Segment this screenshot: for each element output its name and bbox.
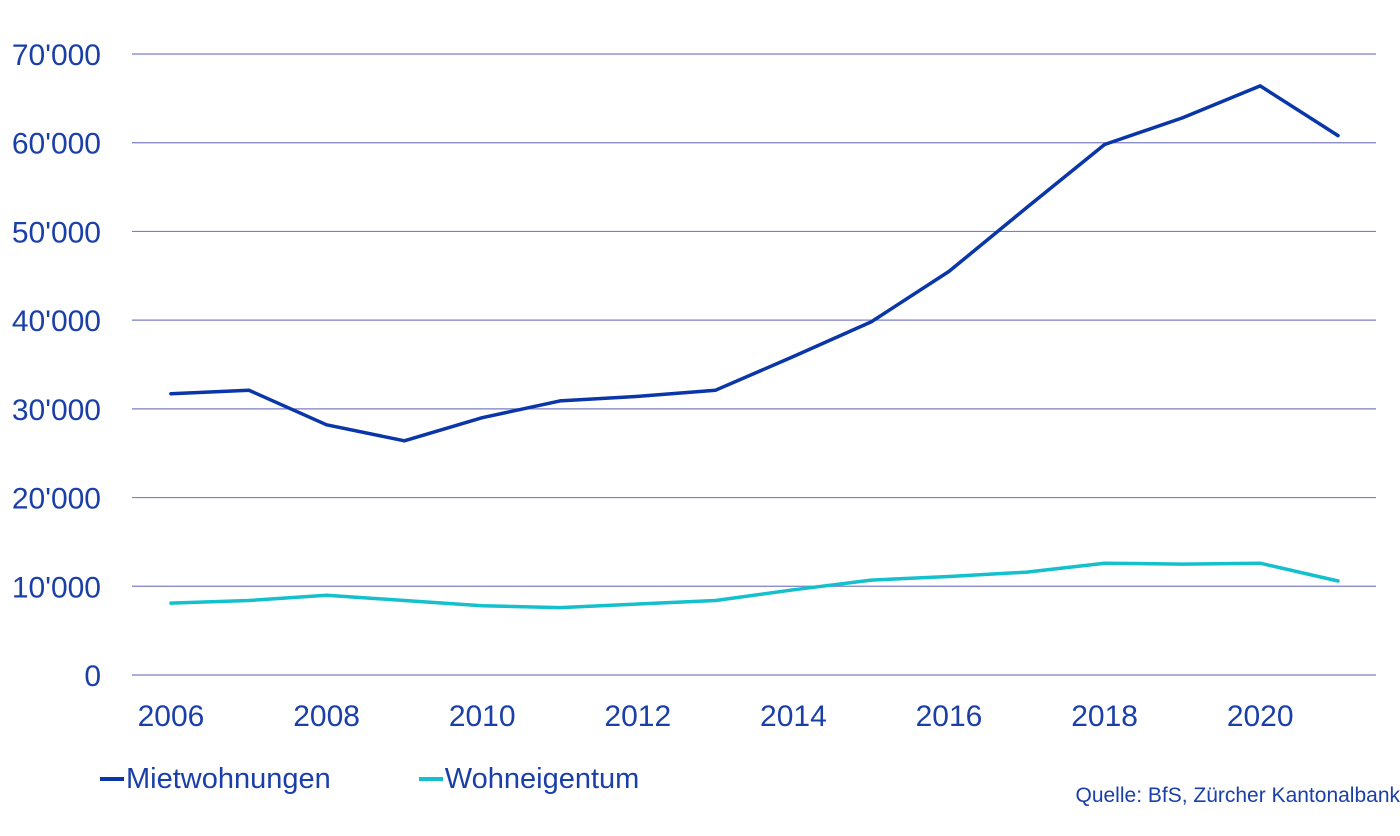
legend-item-wohneigentum: Wohneigentum	[418, 762, 640, 796]
series-line-mietwohnungen	[169, 84, 1340, 443]
data-point-wohneigentum	[714, 598, 718, 603]
data-series	[169, 84, 1340, 610]
data-point-wohneigentum	[480, 604, 484, 608]
data-point-wohneigentum	[325, 593, 329, 597]
data-point-mietwohnungen	[480, 416, 484, 420]
data-point-mietwohnungen	[869, 320, 873, 324]
source-note: Quelle: BfS, Zürcher Kantonalbank	[1075, 784, 1400, 807]
data-point-mietwohnungen	[1103, 142, 1107, 147]
data-point-mietwohnungen	[636, 394, 640, 399]
data-point-mietwohnungen	[558, 399, 562, 403]
data-point-mietwohnungen	[247, 388, 251, 392]
data-point-wohneigentum	[169, 601, 173, 605]
data-point-wohneigentum	[402, 598, 406, 603]
legend-label-wohneigentum: Wohneigentum	[444, 762, 640, 795]
data-point-wohneigentum	[247, 598, 251, 603]
x-tick-label: 2012	[604, 700, 671, 733]
data-point-mietwohnungen	[947, 269, 951, 273]
x-tick-label: 2010	[449, 700, 516, 733]
data-point-mietwohnungen	[791, 354, 796, 359]
x-tick-label: 2020	[1227, 700, 1294, 733]
legend: Mietwohnungen Wohneigentum	[100, 756, 727, 802]
y-tick-label: 70'000	[12, 39, 101, 72]
data-point-wohneigentum	[791, 588, 796, 592]
y-axis-tick-labels: 0 10'000 20'000 30'000 40'000 50'000 60'000 70'…	[12, 39, 101, 693]
data-point-wohneigentum	[947, 574, 951, 579]
legend-swatch-mietwohnungen	[100, 777, 124, 781]
legend-label-mietwohnungen: Mietwohnungen	[126, 762, 331, 795]
x-tick-label: 2006	[138, 700, 205, 733]
data-point-wohneigentum	[869, 578, 873, 582]
x-tick-label: 2014	[760, 700, 827, 733]
data-point-wohneigentum	[636, 602, 640, 606]
data-point-wohneigentum	[1103, 561, 1107, 565]
data-point-mietwohnungen	[1258, 84, 1262, 88]
data-point-mietwohnungen	[1025, 205, 1029, 210]
data-point-mietwohnungen	[1180, 116, 1184, 120]
data-point-mietwohnungen	[169, 392, 173, 396]
data-point-wohneigentum	[1336, 579, 1340, 583]
legend-item-mietwohnungen: Mietwohnungen	[100, 763, 331, 796]
y-tick-label: 40'000	[12, 305, 101, 338]
y-tick-label: 0	[84, 660, 101, 693]
x-tick-label: 2008	[293, 700, 360, 733]
data-point-mietwohnungen	[714, 388, 718, 392]
data-point-wohneigentum	[1180, 562, 1184, 566]
data-point-mietwohnungen	[1336, 134, 1340, 138]
grid-lines	[132, 53, 1376, 676]
data-point-wohneigentum	[1258, 561, 1262, 565]
y-tick-label: 60'000	[12, 128, 101, 161]
data-point-mietwohnungen	[325, 423, 329, 427]
y-tick-label: 30'000	[12, 394, 101, 427]
series-line-wohneigentum	[169, 561, 1340, 610]
y-tick-label: 10'000	[12, 571, 101, 604]
y-tick-label: 20'000	[12, 483, 101, 516]
x-axis-tick-labels: 2006 2008 2010 2012 2014 2016 2018 2020	[138, 700, 1294, 733]
data-point-wohneigentum	[558, 605, 562, 610]
x-tick-label: 2016	[916, 700, 983, 733]
legend-swatch-wohneigentum	[418, 777, 443, 781]
y-tick-label: 50'000	[12, 216, 101, 249]
x-tick-label: 2018	[1071, 700, 1138, 733]
data-point-wohneigentum	[1025, 570, 1029, 574]
data-point-mietwohnungen	[402, 439, 406, 443]
